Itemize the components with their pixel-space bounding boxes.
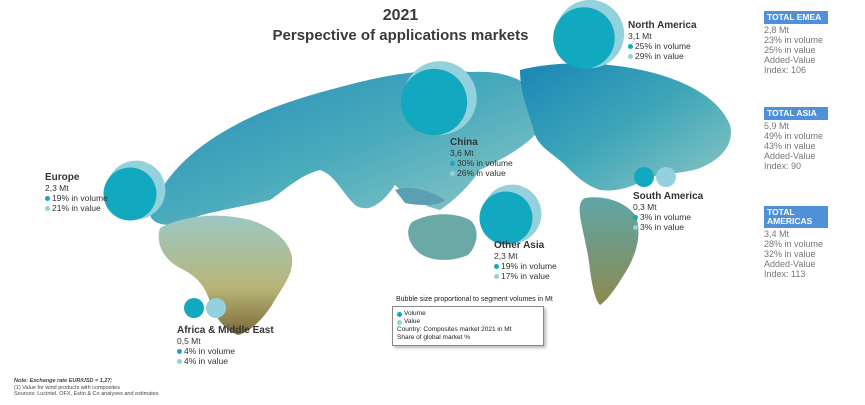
region-mt: 2,3 Mt <box>45 183 69 193</box>
total-line: 32% in value <box>764 249 816 259</box>
region-value: 26% in value <box>457 168 506 178</box>
volume-dot-icon <box>633 214 638 220</box>
total-line: 49% in volume <box>764 131 824 141</box>
note-line: (1) Value for wind products with composi… <box>14 384 120 391</box>
value-bubble-south_america <box>656 167 676 187</box>
region-china: China 3,6 Mt 30% in volume 26% in value <box>450 138 513 178</box>
total-line: 2,8 Mt <box>764 25 790 35</box>
chart-year: 2021 <box>382 7 419 24</box>
total-americas-panel: TOTAL AMERICAS 3,4 Mt 28% in volume 32% … <box>764 206 864 279</box>
region-value: 17% in value <box>501 271 550 281</box>
region-value: 3% in value <box>640 222 684 232</box>
region-africa-middle-east: Africa & Middle East 0,5 Mt 4% in volume… <box>177 326 274 366</box>
volume-bubble-europe <box>103 167 157 221</box>
bubble-layer <box>103 0 676 318</box>
total-line: 28% in volume <box>764 239 824 249</box>
region-volume: 30% in volume <box>457 158 513 168</box>
value-dot-icon <box>450 170 455 176</box>
total-line: Index: 90 <box>764 161 802 171</box>
asia-islands <box>395 188 445 205</box>
region-south-america: South America 0,3 Mt 3% in volume 3% in … <box>633 192 703 232</box>
region-other-asia: Other Asia 2,3 Mt 19% in volume 17% in v… <box>494 241 557 281</box>
total-line: 43% in value <box>764 141 816 151</box>
region-name: China <box>450 137 478 148</box>
note-line: Note: Exchange rate EUR/USD = 1,27; <box>14 378 113 384</box>
legend-volume-label: Volume <box>404 310 426 317</box>
region-volume: 19% in volume <box>52 193 108 203</box>
legend-box: Volume Value Country: Composites market … <box>392 306 544 346</box>
volume-bubble-north_america <box>553 7 615 69</box>
total-line: Index: 113 <box>764 269 806 279</box>
volume-dot-icon <box>177 348 182 354</box>
total-line: Index: 106 <box>764 65 807 75</box>
region-name: Europe <box>45 172 80 183</box>
total-header: TOTAL ASIA <box>764 107 828 120</box>
region-value: 4% in value <box>184 356 228 366</box>
region-mt: 2,3 Mt <box>494 251 518 261</box>
total-line: 3,4 Mt <box>764 229 790 239</box>
region-name: Other Asia <box>494 240 545 251</box>
value-dot-icon <box>397 319 402 325</box>
total-emea-panel: TOTAL EMEA 2,8 Mt 23% in volume 25% in v… <box>764 11 864 75</box>
legend-country-line: Country: Composites market 2021 in Mt <box>397 326 512 333</box>
total-line: Added-Value <box>764 259 816 269</box>
value-dot-icon <box>45 205 50 211</box>
total-header: TOTAL AMERICAS <box>764 206 828 228</box>
region-volume: 3% in volume <box>640 212 692 222</box>
volume-bubble-africa_me <box>184 298 204 318</box>
region-value: 29% in value <box>635 51 684 61</box>
legend-value-label: Value <box>404 318 421 325</box>
total-line: 5,9 Mt <box>764 121 790 131</box>
region-volume: 19% in volume <box>501 261 557 271</box>
region-north-america: North America 3,1 Mt 25% in volume 29% i… <box>628 21 697 61</box>
value-dot-icon <box>494 273 499 279</box>
region-name: Africa & Middle East <box>177 325 274 336</box>
total-line: Added-Value <box>764 151 816 161</box>
north-america-landmass <box>520 63 731 191</box>
total-header: TOTAL EMEA <box>764 11 828 24</box>
volume-dot-icon <box>628 43 633 49</box>
volume-bubble-other_asia <box>479 191 533 245</box>
region-mt: 3,1 Mt <box>628 31 652 41</box>
note-line: Sources: Lucintel, OFX, Estin & Co analy… <box>14 391 159 397</box>
volume-dot-icon <box>397 311 402 317</box>
region-europe: Europe 2,3 Mt 19% in volume 21% in value <box>45 173 108 213</box>
region-volume: 4% in volume <box>184 346 236 356</box>
region-name: North America <box>628 20 697 31</box>
australia-landmass <box>408 214 477 260</box>
value-bubble-africa_me <box>206 298 226 318</box>
footnotes: Note: Exchange rate EUR/USD = 1,27; (1) … <box>14 378 159 398</box>
africa-landmass <box>158 215 293 335</box>
volume-dot-icon <box>45 195 50 201</box>
region-mt: 0,5 Mt <box>177 336 201 346</box>
legend-title: Bubble size proportional to segment volu… <box>396 296 553 303</box>
page-title: Perspective of applications markets <box>272 27 529 44</box>
legend-share-line: Share of global market % <box>397 334 470 341</box>
volume-dot-icon <box>450 160 455 166</box>
total-line: Added-Value <box>764 55 816 65</box>
region-volume: 25% in volume <box>635 41 691 51</box>
region-mt: 3,6 Mt <box>450 148 474 158</box>
value-dot-icon <box>633 224 638 230</box>
region-value: 21% in value <box>52 203 101 213</box>
value-dot-icon <box>177 358 182 364</box>
value-dot-icon <box>628 53 633 59</box>
total-line: 25% in value <box>764 45 816 55</box>
volume-bubble-china <box>400 68 468 136</box>
region-name: South America <box>633 191 704 202</box>
region-mt: 0,3 Mt <box>633 202 657 212</box>
volume-bubble-south_america <box>634 167 654 187</box>
volume-dot-icon <box>494 263 499 269</box>
total-asia-panel: TOTAL ASIA 5,9 Mt 49% in volume 43% in v… <box>764 107 864 171</box>
total-line: 23% in volume <box>764 35 824 45</box>
south-america-landmass <box>579 197 639 305</box>
